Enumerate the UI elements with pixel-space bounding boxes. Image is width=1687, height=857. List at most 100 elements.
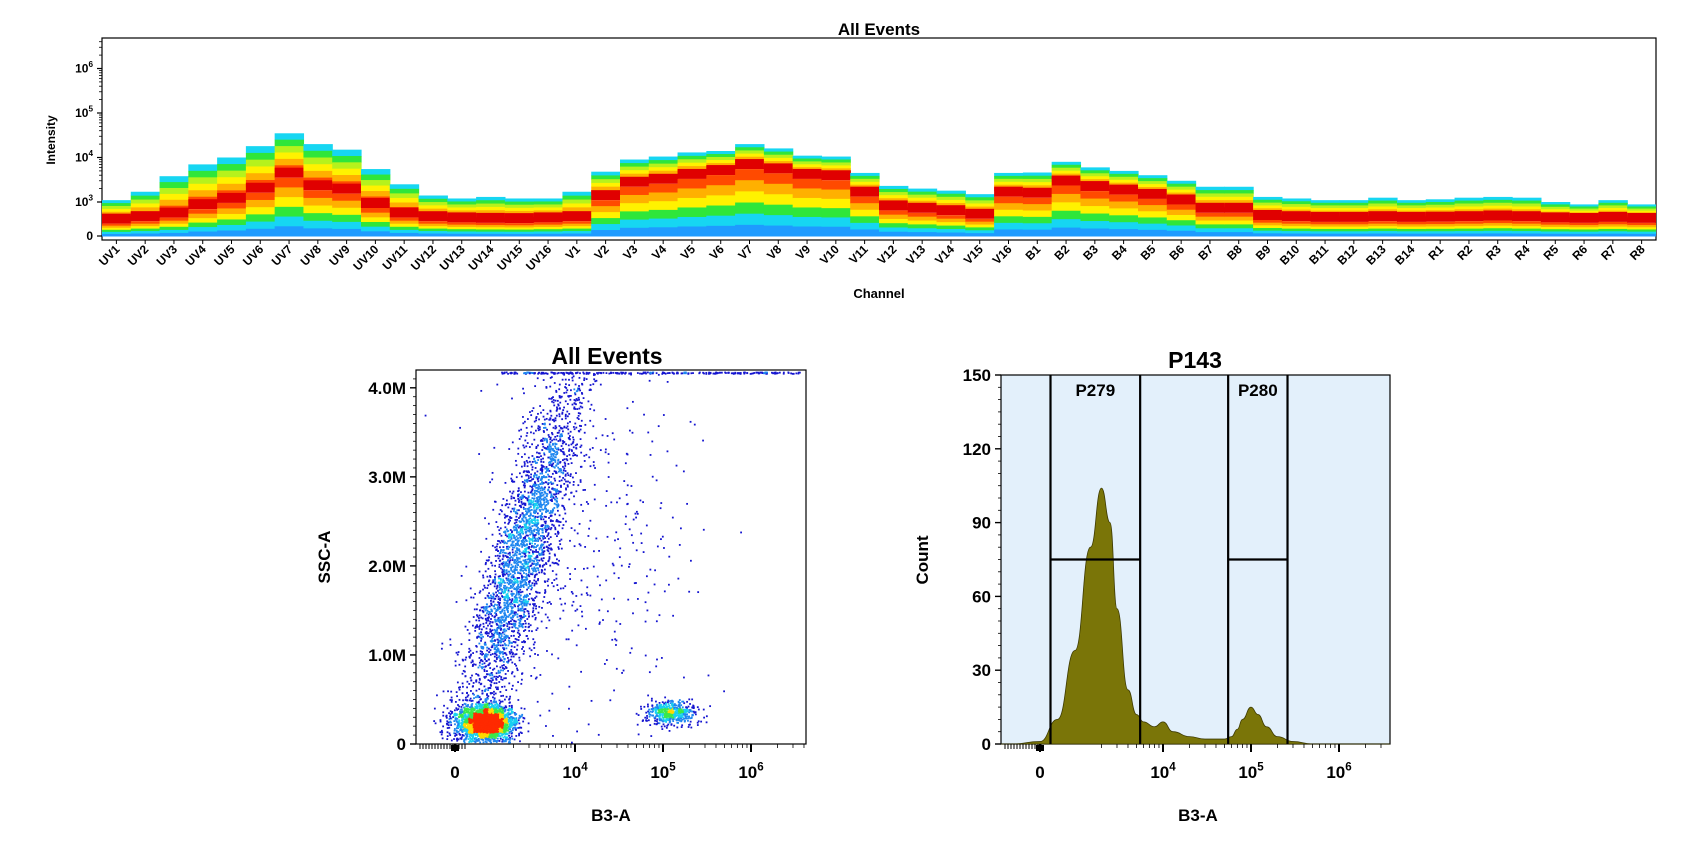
spectrum-x-tick-label: B4 [1109,242,1130,263]
scatter-point [544,437,546,440]
scatter-point [501,718,504,720]
scatter-point [526,602,529,605]
scatter-point [511,653,514,656]
scatter-point [497,720,499,723]
scatter-point [545,417,548,420]
scatter-point [523,461,526,463]
scatter-point [547,550,550,553]
scatter-point [551,439,553,442]
scatter-point [480,682,483,685]
scatter-point [471,710,474,713]
scatter-point [472,707,475,710]
scatter-point [461,723,463,726]
scatter-point [476,705,479,708]
scatter-point [487,739,490,742]
scatter-point [520,618,523,621]
scatter-point [461,714,464,717]
scatter-point [533,546,536,549]
scatter-point [460,725,463,727]
scatter-point [501,595,503,597]
scatter-point [548,557,551,560]
scatter-point [532,519,535,522]
scatter-point [492,709,495,712]
scatter-point [538,559,541,562]
scatter-point [507,545,510,548]
scatter-point [440,729,443,732]
scatter-point [476,624,478,627]
scatter-point [446,738,449,741]
scatter-point [493,690,495,693]
scatter-point [548,423,551,426]
scatter-point [519,600,522,603]
spectrum-x-tick-label: V11 [846,242,871,267]
scatter-point [507,670,509,672]
scatter-point [533,458,535,460]
scatter-point [513,619,515,622]
scatter-point [509,620,512,623]
scatter-point [485,706,488,709]
spectrum-x-axis: UV1 UV2 UV3 UV4 UV5 UV6 UV7 UV8 UV9UV10UV11UV12U… [96,240,1648,273]
scatter-point [462,718,465,721]
scatter-point [496,688,498,690]
scatter-point [507,559,510,561]
scatter-point [543,439,546,442]
scatter-point [497,669,500,672]
scatter-point [505,564,507,567]
scatter-point [495,721,498,724]
scatter-point [478,614,481,617]
scatter-point [490,672,492,675]
scatter-point [493,585,496,588]
scatter-point [548,456,551,459]
scatter-point [542,465,545,468]
scatter-point [520,614,522,617]
scatter-point [571,476,574,479]
scatter-point [502,586,505,589]
scatter-point [505,552,507,555]
scatter-point [514,720,517,723]
scatter-point [506,729,508,732]
scatter-point [470,661,473,664]
scatter-point [510,537,513,540]
scatter-point [518,625,521,628]
scatter-point [499,629,502,631]
scatter-point [504,554,507,557]
scatter-point [495,612,497,615]
scatter-point [540,552,543,555]
scatter-point [520,526,523,529]
scatter-point [456,681,459,684]
scatter-point [537,480,540,483]
spectrum-column-b14 [1397,200,1427,237]
scatter-point [517,699,520,701]
scatter-point [510,735,513,738]
scatter-point [511,723,514,725]
scatter-point [493,714,495,716]
scatter-point [501,740,504,743]
scatter-point [553,404,556,407]
scatter-point [548,443,551,446]
scatter-point [509,622,511,625]
scatter-point [504,708,507,711]
scatter-point [520,578,523,581]
scatter-point [548,486,550,489]
scatter-point [493,727,496,730]
scatter-point [523,611,526,613]
scatter-point [547,502,550,504]
scatter-point [500,616,503,619]
scatter-point [463,706,465,709]
scatter-point [562,471,565,474]
scatter-point [574,408,577,410]
scatter-point [555,391,558,393]
scatter-point [526,546,529,549]
scatter-point [457,720,460,723]
scatter-point [528,547,530,550]
scatter-point [514,561,517,564]
scatter-point [479,659,482,662]
scatter-point [524,484,526,487]
scatter-point [488,721,491,724]
scatter-point [462,669,465,672]
scatter-point [520,586,522,588]
scatter-point [471,665,474,667]
scatter-point [461,692,464,695]
scatter-point [480,637,483,640]
scatter-point [481,732,483,735]
